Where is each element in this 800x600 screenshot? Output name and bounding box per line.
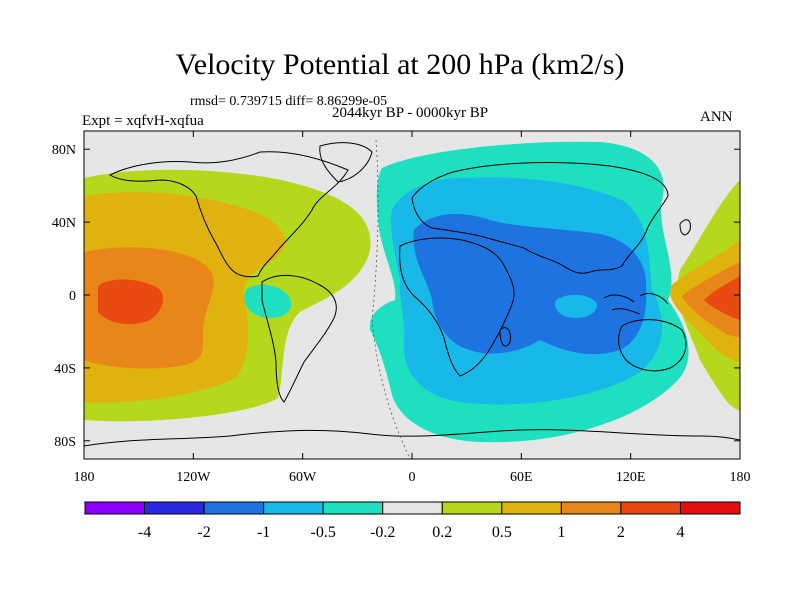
colorbar-label: -0.5: [311, 524, 336, 541]
coast-north-america: [108, 151, 349, 278]
coast-antarctica: [84, 429, 740, 447]
colorbar-swatch: [441, 501, 503, 515]
period-label: 2044kyr BP - 0000kyr BP: [331, 105, 489, 121]
colorbar-swatch: [263, 501, 324, 515]
season-label: ANN: [700, 109, 733, 125]
colorbar: -4 -2 -1 -0.5 -0.2 0.2 0.5 1 2 4: [84, 501, 741, 541]
colorbar-label: -2: [197, 524, 210, 541]
stats-label: rmsd= 0.739715 diff= 8.86299e-05: [190, 94, 388, 109]
field-west-pacific-2: [704, 276, 740, 320]
coast-europe-asia: [411, 162, 669, 274]
field-indian-ocean-hole: [555, 294, 597, 318]
coast-indonesia: [603, 293, 669, 315]
x-axis: 180 120W 60W 0 60E 120E 180: [74, 131, 751, 485]
coast-japan: [679, 219, 691, 236]
x-tick-label: 120W: [176, 470, 211, 485]
x-tick-label: 120E: [616, 470, 646, 485]
x-tick-label: 60E: [510, 470, 533, 485]
colorbar-label: 1: [557, 524, 565, 541]
x-tick-label: 180: [730, 470, 751, 485]
coastlines: [84, 142, 740, 447]
x-tick-label: 180: [74, 470, 95, 485]
colorbar-swatch: [560, 501, 622, 515]
colorbar-label: -4: [138, 524, 151, 541]
coast-south-america: [261, 275, 337, 403]
colorbar-label: 0.5: [492, 524, 512, 541]
colorbar-swatch: [382, 501, 443, 515]
coast-africa: [399, 237, 515, 377]
field-south-america-neg: [244, 284, 292, 318]
coast-australia: [618, 319, 687, 372]
chart-title: Velocity Potential at 200 hPa (km2/s): [175, 48, 625, 81]
y-tick-label: 80N: [52, 143, 76, 158]
coast-madagascar: [499, 327, 511, 347]
coast-greenland: [319, 142, 373, 183]
map-field: [84, 131, 740, 459]
y-tick-label: 40N: [52, 216, 76, 231]
colorbar-label: -0.2: [370, 524, 395, 541]
colorbar-label: -1: [257, 524, 270, 541]
colorbar-swatch: [203, 501, 265, 515]
colorbar-swatch: [620, 501, 681, 515]
colorbar-swatch: [679, 501, 741, 515]
y-tick-label: 40S: [54, 362, 76, 377]
x-tick-label: 0: [409, 470, 416, 485]
colorbar-label: 0.2: [432, 524, 452, 541]
colorbar-swatch: [144, 501, 205, 515]
field-east-pacific-2: [98, 279, 164, 325]
colorbar-swatch: [501, 501, 562, 515]
colorbar-label: 4: [676, 524, 684, 541]
x-tick-label: 60W: [289, 470, 317, 485]
field-eurasia-1: [413, 214, 647, 355]
experiment-label: Expt = xqfvH-xqfua: [82, 113, 204, 129]
y-tick-label: 0: [69, 289, 76, 304]
y-tick-label: 80S: [54, 435, 76, 450]
zero-contour-line: [371, 139, 411, 459]
colorbar-swatch: [84, 501, 146, 515]
y-axis: 80N 40N 0 40S 80S: [52, 143, 740, 450]
zero-contour: [371, 139, 411, 459]
colorbar-swatch: [322, 501, 384, 515]
colorbar-label: 2: [617, 524, 625, 541]
